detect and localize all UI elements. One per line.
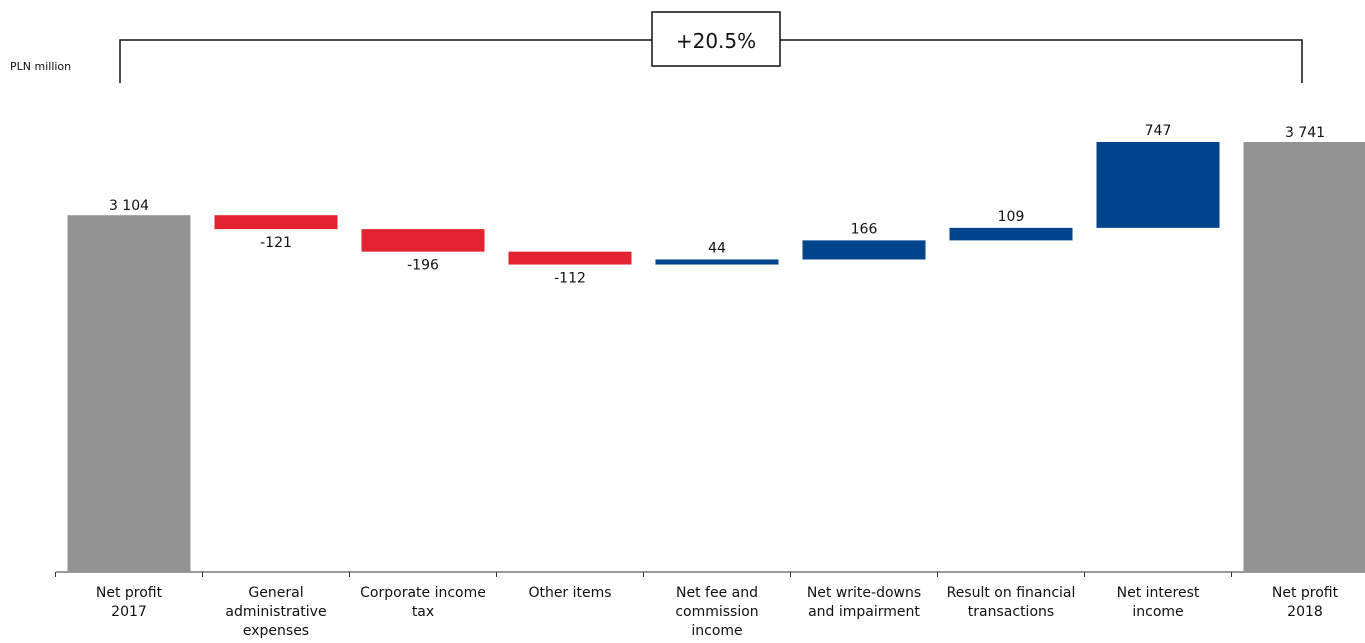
bar-4 xyxy=(655,259,779,265)
category-label-8: Net profit xyxy=(1272,585,1339,601)
bar-6 xyxy=(949,227,1073,241)
category-label-1: expenses xyxy=(243,623,309,639)
change-box xyxy=(651,11,781,67)
category-label-1: General xyxy=(248,585,303,601)
category-label-7: income xyxy=(1132,604,1183,620)
bar-1 xyxy=(214,215,338,230)
category-label-7: Net interest xyxy=(1117,585,1200,601)
category-label-8: 2018 xyxy=(1287,604,1323,620)
value-label-1: -121 xyxy=(260,235,292,251)
bars xyxy=(67,142,1365,572)
unit-label: PLN million xyxy=(10,60,71,73)
bar-3 xyxy=(508,251,632,265)
bar-2 xyxy=(361,229,485,252)
category-label-6: Result on financial xyxy=(947,585,1076,601)
category-label-2: tax xyxy=(412,604,434,620)
category-label-2: Corporate income xyxy=(360,585,486,601)
bar-5 xyxy=(802,240,926,260)
category-label-0: 2017 xyxy=(111,604,147,620)
category-label-4: income xyxy=(691,623,742,639)
value-label-8: 3 741 xyxy=(1285,125,1325,141)
x-axis-ticks xyxy=(55,572,1232,577)
change-bracket xyxy=(119,39,1303,83)
bar-7 xyxy=(1096,142,1220,228)
category-label-5: Net write-downs xyxy=(807,585,921,601)
bar-8 xyxy=(1243,142,1365,572)
bar-0 xyxy=(67,215,191,572)
value-label-7: 747 xyxy=(1145,123,1172,139)
category-label-4: commission xyxy=(675,604,758,620)
change-label: +20.5% xyxy=(676,29,756,53)
category-label-6: transactions xyxy=(968,604,1054,620)
value-label-2: -196 xyxy=(407,258,439,274)
value-label-5: 166 xyxy=(851,221,878,237)
value-labels: 3 104 -121 -196 -112 44 166 109 747 3 741 xyxy=(109,123,1325,287)
category-label-1: administrative xyxy=(225,604,326,620)
value-label-3: -112 xyxy=(554,271,586,287)
category-label-3: Other items xyxy=(528,585,611,601)
category-label-4: Net fee and xyxy=(676,585,758,601)
category-labels: Net profit 2017 General administrative expen… xyxy=(96,585,1339,639)
value-label-0: 3 104 xyxy=(109,198,149,214)
category-label-5: and impairment xyxy=(808,604,920,620)
value-label-4: 44 xyxy=(708,240,726,256)
category-label-0: Net profit xyxy=(96,585,163,601)
value-label-6: 109 xyxy=(998,209,1025,225)
